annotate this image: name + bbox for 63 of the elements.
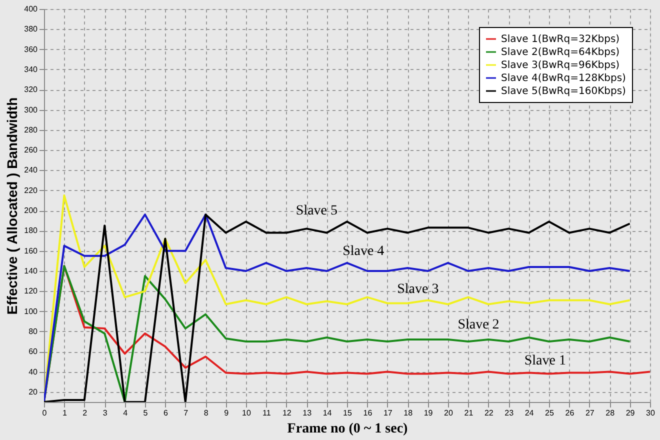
legend-label: Slave 5(BwRq=160Kbps) — [501, 86, 626, 97]
x-tick-label: 7 — [184, 408, 189, 418]
legend-label: Slave 1(BwRq=32Kbps) — [501, 34, 620, 45]
annotation: Slave 4 — [342, 244, 384, 260]
annotation: Slave 3 — [397, 282, 439, 297]
y-tick-label: 340 — [24, 64, 38, 74]
x-tick-label: 25 — [545, 408, 554, 418]
y-tick-label: 320 — [24, 85, 38, 94]
x-tick-label: 16 — [363, 408, 373, 418]
y-tick-label: 20 — [28, 387, 38, 396]
x-tick-label: 5 — [143, 408, 148, 418]
y-tick-label: 200 — [24, 206, 38, 216]
x-tick-label: 6 — [163, 408, 168, 418]
x-tick-label: 0 — [42, 408, 48, 418]
x-tick-label: 18 — [404, 408, 414, 418]
x-tick-label: 29 — [626, 408, 636, 418]
x-tick-label: 21 — [464, 408, 474, 418]
x-tick-label: 24 — [524, 408, 534, 418]
x-tick-label: 12 — [282, 408, 292, 418]
x-tick-label: 17 — [383, 408, 393, 418]
y-tick-label: 140 — [24, 266, 38, 276]
x-tick-label: 4 — [123, 408, 128, 418]
x-tick-label: 26 — [565, 408, 575, 418]
x-tick-label: 20 — [444, 408, 454, 418]
x-tick-label: 14 — [322, 408, 332, 418]
x-tick-label: 13 — [302, 408, 312, 418]
x-tick-label: 28 — [606, 408, 616, 418]
annotation: Slave 1 — [524, 353, 566, 368]
y-tick-label: 100 — [24, 306, 38, 316]
y-tick-label: 60 — [28, 347, 38, 356]
y-tick-label: 160 — [24, 246, 38, 256]
y-tick-label: 400 — [24, 4, 38, 14]
legend-label: Slave 3(BwRq=96Kbps) — [501, 60, 620, 71]
x-tick-label: 8 — [204, 408, 209, 418]
x-axis-title: Frame no (0 ~ 1 sec) — [287, 422, 408, 436]
y-tick-label: 80 — [28, 326, 38, 336]
y-tick-label: 240 — [24, 166, 38, 175]
y-tick-label: 300 — [24, 105, 38, 114]
x-tick-label: 2 — [82, 408, 88, 418]
y-tick-label: 380 — [24, 24, 38, 34]
y-axis-title: Effective ( Allocated ) Bandwidth — [4, 97, 20, 315]
annotation: Slave 2 — [458, 317, 500, 332]
x-tick-label: 19 — [424, 408, 434, 418]
x-tick-label: 23 — [504, 408, 514, 418]
y-tick-label: 180 — [24, 226, 38, 236]
y-tick-label: 280 — [24, 125, 38, 134]
x-tick-label: 9 — [224, 408, 230, 418]
y-tick-label: 40 — [28, 367, 38, 376]
legend-label: Slave 4(BwRq=128Kbps) — [501, 73, 626, 84]
x-tick-label: 10 — [242, 408, 252, 418]
annotation: Slave 5 — [296, 203, 338, 218]
x-tick-label: 1 — [62, 408, 68, 418]
x-tick-label: 30 — [646, 408, 656, 418]
x-tick-label: 15 — [343, 408, 352, 418]
x-tick-label: 3 — [102, 408, 108, 418]
legend-label: Slave 2(BwRq=64Kbps) — [501, 47, 620, 58]
x-tick-label: 22 — [484, 408, 494, 418]
y-tick-label: 120 — [24, 286, 38, 296]
x-tick-label: 27 — [585, 408, 595, 418]
x-tick-label: 11 — [262, 408, 272, 418]
y-tick-label: 220 — [24, 186, 38, 195]
y-tick-label: 260 — [24, 146, 38, 155]
y-tick-label: 360 — [24, 44, 38, 54]
